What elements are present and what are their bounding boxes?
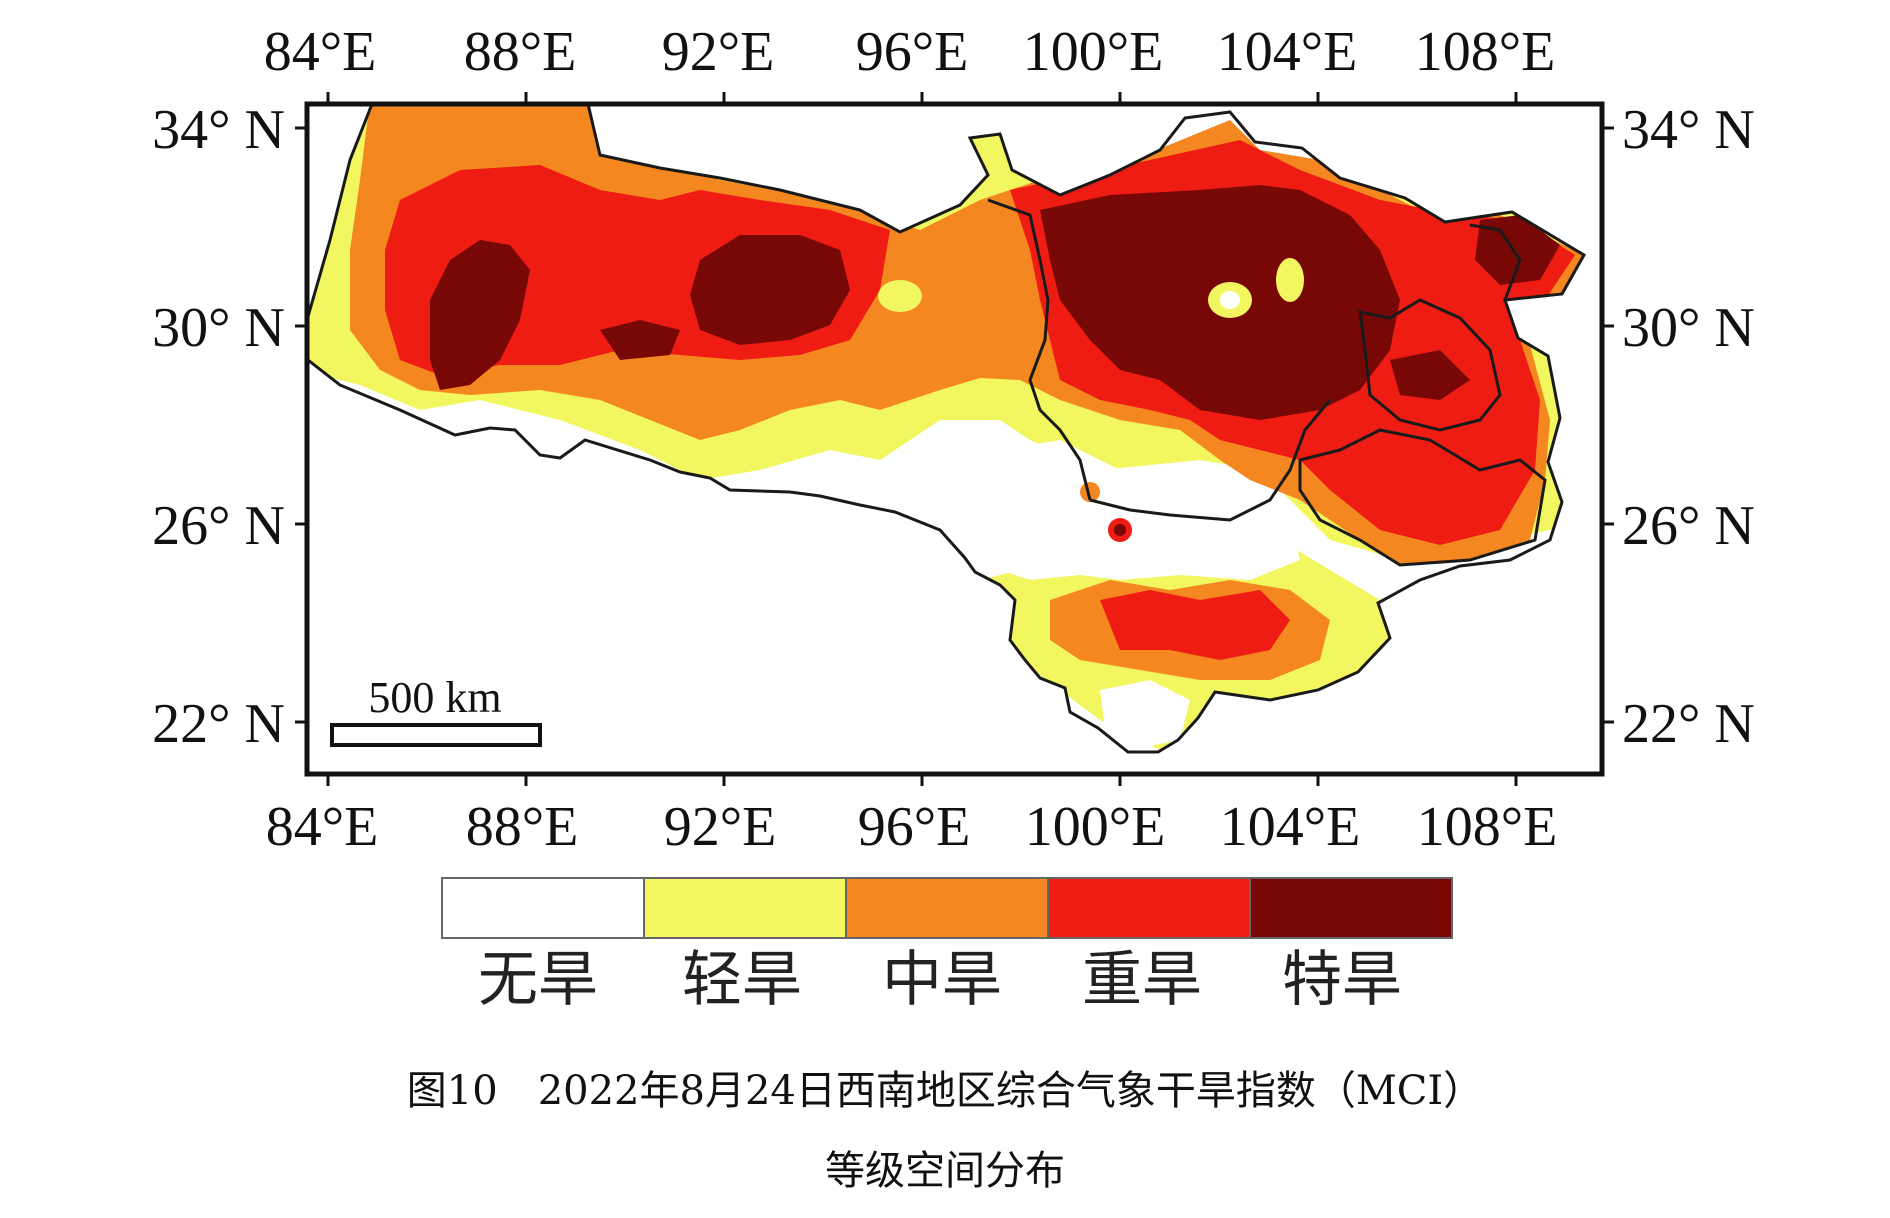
bottom-lon-label: 92°E bbox=[664, 796, 777, 858]
chongqing-east-border bbox=[1469, 223, 1522, 301]
zone-extreme-spot bbox=[1390, 350, 1470, 400]
top-lon-label: 108°E bbox=[1415, 21, 1556, 83]
zone-none-pocket-1 bbox=[1220, 291, 1240, 309]
caption-line-1: 图10 2022年8月24日西南地区综合气象干旱指数（MCI） bbox=[406, 1068, 1484, 1114]
legend-label-none: 无旱 bbox=[478, 945, 598, 1015]
zone-extreme-mid2 bbox=[600, 320, 680, 360]
legend: 无旱 轻旱 中旱 重旱 特旱 bbox=[441, 877, 1453, 1015]
right-latitude-labels: 34° N 30° N 26° N 22° N bbox=[1622, 99, 1755, 755]
region-borders bbox=[307, 104, 1586, 754]
top-lon-label: 96°E bbox=[856, 21, 969, 83]
right-lat-label: 22° N bbox=[1622, 693, 1755, 755]
zone-extreme-dot-1 bbox=[1114, 524, 1126, 536]
left-lat-label: 34° N bbox=[152, 99, 285, 161]
guizhou-border bbox=[1298, 428, 1547, 567]
zone-extreme-west bbox=[430, 240, 530, 390]
scale-bar-label: 500 km bbox=[368, 673, 501, 722]
legend-swatch bbox=[1047, 877, 1251, 939]
legend-swatch bbox=[441, 877, 645, 939]
sichuan-chongqing-border bbox=[1358, 298, 1502, 432]
top-longitude-labels: 84°E 88°E 92°E 96°E 100°E 104°E 108°E bbox=[264, 21, 1556, 83]
legend-swatch bbox=[1249, 877, 1453, 939]
bottom-longitude-labels: 84°E 88°E 92°E 96°E 100°E 104°E 108°E bbox=[266, 796, 1558, 858]
left-lat-label: 26° N bbox=[152, 495, 285, 557]
scale-bar: 500 km bbox=[330, 673, 542, 747]
legend-label-extreme: 特旱 bbox=[1282, 945, 1402, 1015]
bottom-lon-label: 88°E bbox=[466, 796, 579, 858]
caption-line-2: 等级空间分布 bbox=[825, 1148, 1065, 1194]
left-lat-label: 30° N bbox=[152, 297, 285, 359]
top-lon-label: 88°E bbox=[464, 21, 577, 83]
top-lon-label: 104°E bbox=[1217, 21, 1358, 83]
scale-bar-rect bbox=[330, 723, 542, 747]
zone-light-pocket-3 bbox=[878, 280, 922, 312]
left-latitude-labels: 34° N 30° N 26° N 22° N bbox=[152, 99, 285, 755]
legend-swatch bbox=[845, 877, 1049, 939]
map-frame-outline bbox=[304, 101, 1605, 777]
bottom-lon-label: 84°E bbox=[266, 796, 379, 858]
zone-extreme-mid bbox=[690, 235, 850, 345]
zone-severe-yunnan bbox=[1100, 590, 1290, 660]
sichuan-yunnan-border bbox=[1089, 399, 1332, 522]
right-lat-label: 26° N bbox=[1622, 495, 1755, 557]
legend-swatches bbox=[441, 877, 1453, 939]
zone-none-yunnan bbox=[990, 440, 1300, 580]
zone-none-yunnan-s bbox=[1100, 680, 1190, 748]
zone-light-pocket-2 bbox=[1276, 258, 1304, 302]
zone-extreme-ne bbox=[1475, 215, 1560, 285]
zone-moderate-dot-1 bbox=[1080, 482, 1100, 502]
right-lat-label: 30° N bbox=[1622, 297, 1755, 359]
left-lat-label: 22° N bbox=[152, 693, 285, 755]
legend-label-moderate: 中旱 bbox=[882, 945, 1002, 1015]
right-lat-label: 34° N bbox=[1622, 99, 1755, 161]
bottom-lon-label: 108°E bbox=[1417, 796, 1558, 858]
bottom-lon-label: 96°E bbox=[858, 796, 971, 858]
top-lon-label: 92°E bbox=[662, 21, 775, 83]
top-lon-label: 84°E bbox=[264, 21, 377, 83]
top-lon-label: 100°E bbox=[1023, 21, 1164, 83]
tibet-sichuan-border bbox=[987, 198, 1092, 501]
bottom-lon-label: 104°E bbox=[1220, 796, 1361, 858]
legend-label-light: 轻旱 bbox=[682, 945, 802, 1015]
axis-ticks bbox=[295, 92, 1614, 786]
legend-swatch bbox=[643, 877, 847, 939]
legend-label-severe: 重旱 bbox=[1082, 945, 1202, 1015]
bottom-lon-label: 100°E bbox=[1025, 796, 1166, 858]
